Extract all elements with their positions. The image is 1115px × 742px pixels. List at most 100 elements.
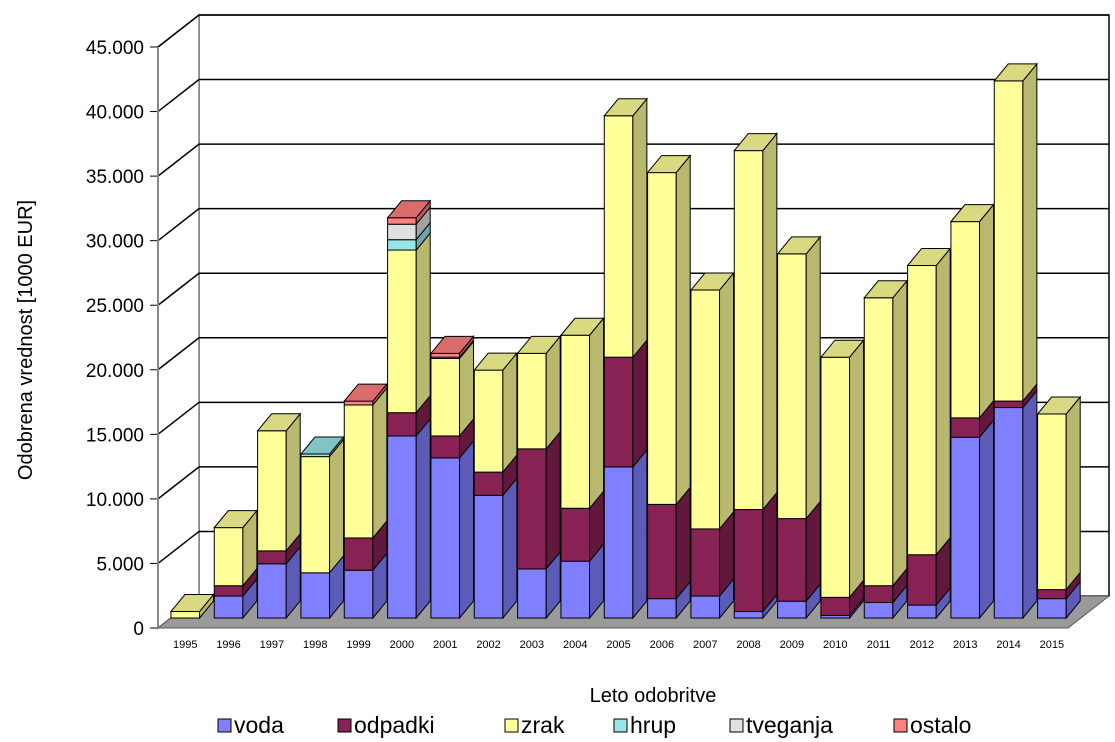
- x-tick-label: 1998: [303, 639, 327, 651]
- bar-segment-odpadki-2007: [690, 510, 735, 598]
- bar-top-2003: [516, 335, 562, 354]
- bar-front: [300, 572, 331, 619]
- bar-side: [329, 438, 345, 575]
- bar-front: [820, 596, 851, 616]
- bar-front: [690, 595, 721, 619]
- bar-segment-odpadki-2005: [603, 338, 648, 469]
- bar-front: [430, 352, 461, 358]
- bar-front: [560, 334, 591, 509]
- x-tick-label: 2003: [520, 639, 544, 651]
- bar-front: [777, 253, 807, 520]
- bar-segment-odpadki-1997: [257, 532, 301, 566]
- bar-front: [993, 407, 1024, 619]
- bar-segment-zrak-1997: [257, 412, 301, 553]
- bar-segment-voda-2005: [603, 448, 648, 620]
- bar-front: [1037, 413, 1067, 591]
- bar-top-2006: [646, 155, 692, 174]
- bar-side: [415, 231, 431, 415]
- x-tick-label: 2002: [476, 639, 500, 651]
- bar-segment-voda-2002: [473, 476, 518, 620]
- bar-side: [1022, 62, 1038, 403]
- bar-segment-odpadki-2004: [560, 489, 605, 563]
- bar-front: [257, 430, 287, 552]
- bar-front: [863, 602, 894, 619]
- y-tick-label: 10.000: [86, 490, 144, 511]
- bar-segment-zrak-2009: [777, 235, 821, 520]
- bar-segment-zrak-2012: [907, 247, 951, 557]
- bar-segment-zrak-2005: [603, 97, 648, 359]
- bar-side: [372, 386, 388, 540]
- y-tick-label: 0: [133, 619, 144, 640]
- bar-top-2002: [473, 352, 518, 371]
- bar-front: [257, 550, 287, 565]
- bar-top-2008: [733, 133, 778, 152]
- bar-front: [993, 80, 1024, 402]
- bar-top-2000: [386, 200, 432, 219]
- legend-swatch: [893, 718, 908, 733]
- legend-item-hrup: hrup: [613, 712, 676, 738]
- bar-top-2013: [949, 204, 995, 223]
- bar-top-2015: [1036, 396, 1082, 415]
- bar-front: [387, 217, 417, 225]
- bar-side: [805, 235, 821, 520]
- y-axis-ticks: 0 5.000 10.000 15.000 20.000 25.000 30.000 35.0…: [86, 38, 159, 640]
- bar-segment-voda-2012: [907, 586, 951, 620]
- bar-segment-zrak-1999: [343, 386, 388, 540]
- bar-segment-voda-2007: [690, 577, 735, 620]
- bar-front: [603, 356, 634, 468]
- bar-segment-zrak-1998: [300, 438, 345, 575]
- bar-front: [777, 518, 807, 602]
- bar-side: [892, 279, 908, 588]
- bar-front: [257, 563, 287, 619]
- bar-top-1996: [213, 510, 258, 529]
- x-tick-label: 1999: [346, 639, 370, 651]
- bar-side: [632, 448, 648, 620]
- bar-segment-voda-1997: [257, 545, 301, 620]
- bar-segment-hrup-2000: [387, 221, 431, 252]
- bar-segment-zrak-2010: [820, 338, 865, 599]
- legend-item-ostalo: ostalo: [893, 712, 971, 738]
- bar-front: [647, 598, 677, 619]
- bar-front: [430, 435, 461, 459]
- bar-side: [632, 97, 648, 359]
- bar-front: [820, 356, 851, 598]
- bar-segment-zrak-2003: [517, 334, 561, 451]
- bar-front: [647, 172, 677, 505]
- x-tick-label: 2011: [867, 639, 891, 651]
- bar-front: [430, 357, 461, 437]
- bar-front: [603, 466, 634, 619]
- x-tick-label: 2013: [953, 639, 977, 651]
- bar-front: [907, 265, 937, 556]
- bar-top-1998: [299, 436, 345, 455]
- bar-front: [1037, 598, 1067, 619]
- legend-item-tveganja: tveganja: [729, 712, 833, 738]
- bar-front: [560, 507, 591, 562]
- legend-label: ostalo: [910, 712, 971, 738]
- bar-front: [560, 560, 591, 619]
- bar-side: [849, 338, 865, 599]
- legend-item-voda: voda: [217, 712, 284, 738]
- bar-front: [387, 435, 417, 619]
- bar-side: [675, 154, 691, 506]
- bar-segment-zrak-2006: [647, 154, 691, 506]
- y-tick-label: 15.000: [86, 425, 144, 446]
- bar-segment-zrak-2014: [993, 62, 1038, 403]
- bar-top-2007: [689, 272, 735, 291]
- bar-front: [343, 569, 374, 619]
- bar-side: [415, 417, 431, 620]
- bar-front: [387, 239, 417, 251]
- bar-front: [690, 528, 721, 597]
- bar-segment-zrak-2011: [863, 279, 908, 588]
- legend-swatch: [613, 718, 628, 733]
- bar-side: [632, 338, 648, 469]
- bar-side: [545, 334, 561, 451]
- x-tick-label: 2007: [693, 639, 717, 651]
- bar-side: [719, 271, 735, 531]
- bar-segment-voda-2013: [950, 418, 995, 620]
- bar-segment-zrak-1996: [213, 509, 258, 588]
- bars: [169, 62, 1082, 620]
- bar-top-2004: [559, 317, 605, 336]
- bar-front: [430, 457, 461, 619]
- legend-swatch: [337, 718, 352, 733]
